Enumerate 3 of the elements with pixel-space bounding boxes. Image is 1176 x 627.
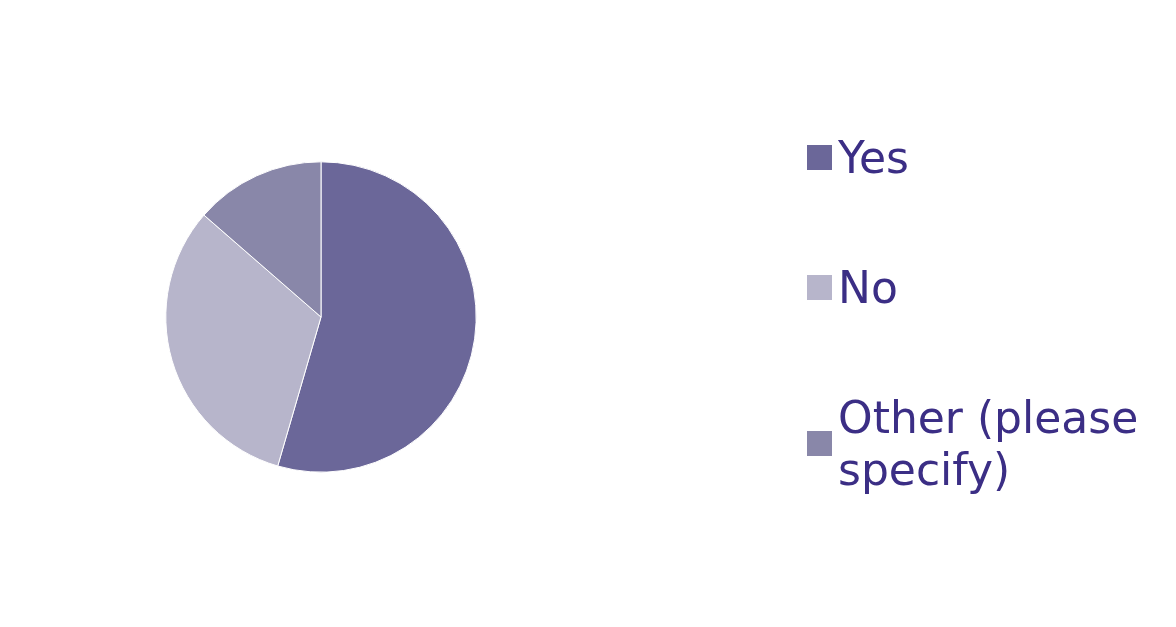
- legend-label: Other (please specify): [838, 392, 1153, 495]
- legend-label: No: [838, 262, 898, 313]
- legend-label: Yes: [837, 132, 910, 183]
